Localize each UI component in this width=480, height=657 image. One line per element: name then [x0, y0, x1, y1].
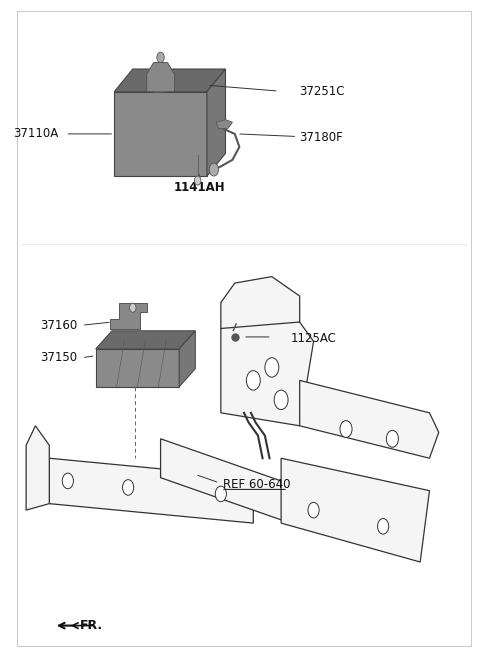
- Text: 37160: 37160: [40, 319, 77, 332]
- Polygon shape: [114, 69, 226, 92]
- Polygon shape: [221, 309, 313, 426]
- Circle shape: [122, 480, 134, 495]
- Text: 37251C: 37251C: [300, 85, 345, 99]
- Circle shape: [62, 473, 73, 489]
- Circle shape: [265, 357, 279, 377]
- Text: FR.: FR.: [80, 619, 103, 632]
- Polygon shape: [281, 458, 430, 562]
- Circle shape: [386, 430, 398, 447]
- Circle shape: [340, 420, 352, 438]
- Circle shape: [308, 503, 319, 518]
- Polygon shape: [179, 330, 195, 387]
- Polygon shape: [96, 349, 179, 387]
- Circle shape: [194, 176, 201, 185]
- Circle shape: [274, 390, 288, 409]
- Polygon shape: [26, 426, 49, 510]
- Polygon shape: [161, 439, 290, 523]
- Text: 37110A: 37110A: [13, 127, 59, 141]
- Circle shape: [157, 52, 164, 62]
- Polygon shape: [114, 92, 207, 176]
- Text: REF 60-640: REF 60-640: [223, 478, 291, 491]
- Polygon shape: [96, 330, 195, 349]
- Text: 37150: 37150: [40, 351, 77, 364]
- Circle shape: [209, 163, 218, 176]
- Text: 1125AC: 1125AC: [290, 332, 336, 345]
- Polygon shape: [49, 458, 253, 523]
- Polygon shape: [221, 277, 300, 328]
- Polygon shape: [216, 120, 232, 129]
- Circle shape: [130, 303, 136, 312]
- Polygon shape: [109, 303, 147, 328]
- Polygon shape: [207, 69, 226, 176]
- Text: 1141AH: 1141AH: [174, 181, 226, 194]
- Polygon shape: [147, 62, 175, 92]
- Polygon shape: [300, 380, 439, 458]
- Circle shape: [246, 371, 260, 390]
- Text: 37180F: 37180F: [300, 131, 343, 144]
- FancyBboxPatch shape: [153, 80, 164, 92]
- Circle shape: [378, 518, 389, 534]
- Circle shape: [216, 486, 227, 502]
